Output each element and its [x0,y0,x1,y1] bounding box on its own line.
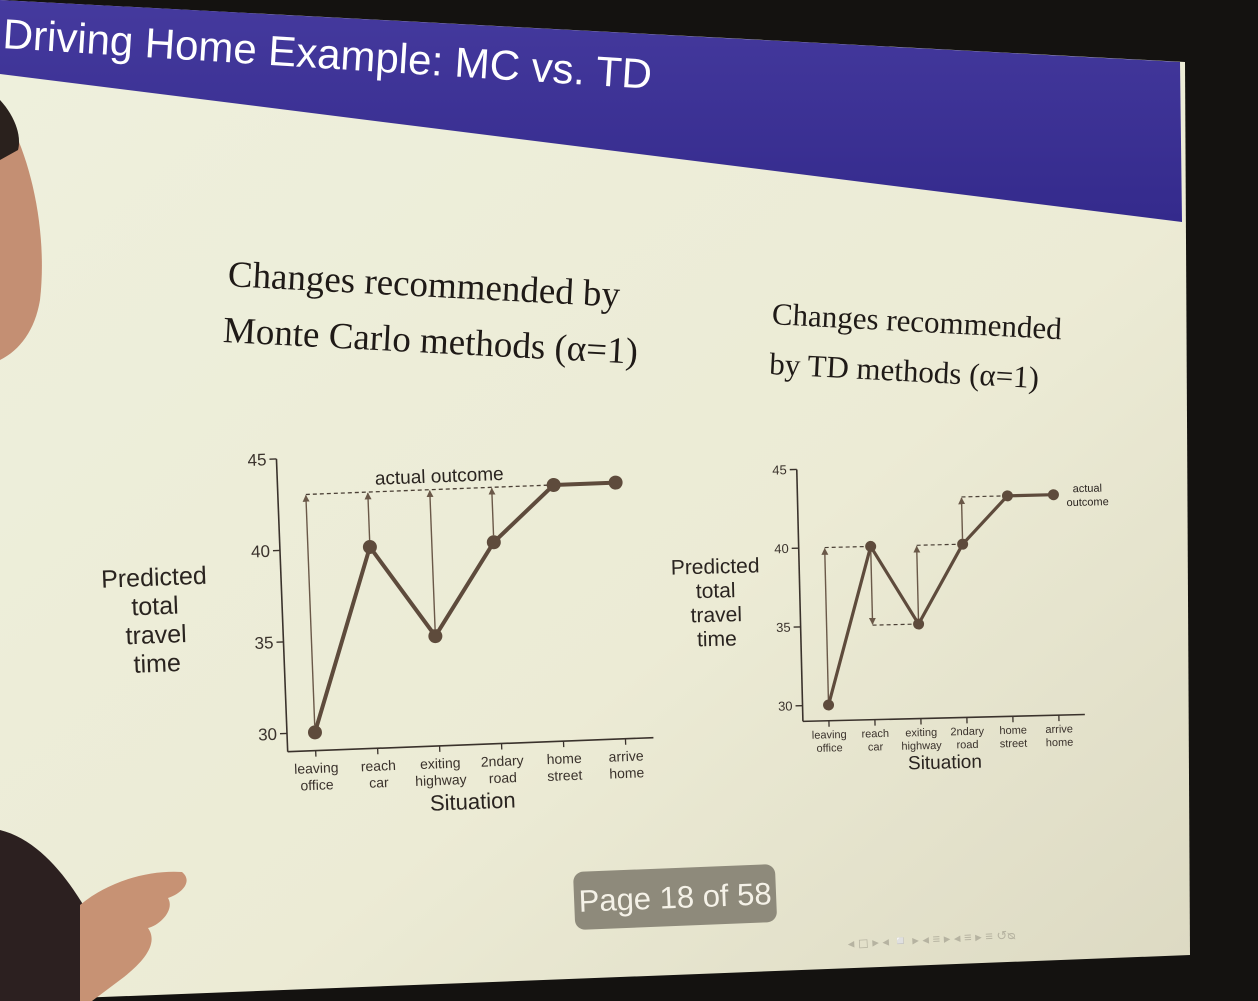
td-target-line [872,623,919,626]
update-arrow [302,494,316,726]
data-point [428,629,443,644]
y-axis-label: Predicted [101,562,208,594]
y-tick-label: 35 [254,633,274,653]
data-point [913,618,925,630]
y-tick-label: 30 [778,698,793,713]
update-arrow [868,551,876,625]
y-axis-label: time [697,627,737,651]
x-tick-label: arrive [608,747,644,764]
x-tick-label: reach [861,728,889,741]
update-arrow [426,490,436,630]
y-tick-label: 45 [247,450,267,470]
actual-outcome-line [305,484,554,496]
x-tick-label: 2ndary [950,726,984,739]
presenter-hand [80,871,187,1001]
x-tick-label: leaving [294,759,339,777]
update-arrow [913,545,921,619]
presenter-hair [0,100,20,160]
data-point [362,539,377,554]
y-tick-label: 45 [772,462,787,477]
presenter-head [0,105,42,360]
x-tick-label: home [999,725,1027,738]
title-bar [0,0,1182,222]
x-tick-label: exiting [905,727,937,740]
y-tick-label: 35 [776,620,791,635]
y-axis [795,469,804,722]
x-tick-label: road [489,769,518,786]
x-tick-label: highway [415,771,467,789]
page-indicator[interactable]: Page 18 of 58 [573,864,777,930]
x-tick-label: office [816,742,842,755]
y-tick-label: 40 [251,542,271,562]
x-tick-label: highway [901,740,942,753]
td-target-line [824,545,871,549]
data-point [546,477,561,492]
y-tick-label: 30 [258,725,278,745]
y-tick-label: 40 [774,541,789,556]
update-arrow [958,497,966,539]
presenter-body [0,830,92,1001]
page-indicator-text: Page 18 of 58 [578,876,772,919]
x-axis-label: Situation [908,752,982,775]
x-tick-label: street [547,767,583,784]
page-indicator-bg [573,864,777,930]
data-point [1001,490,1013,502]
y-axis-label: travel [125,620,187,650]
data-point [486,535,501,550]
x-tick-label: office [300,776,334,793]
x-axis-label: Situation [429,787,516,815]
prediction-series-line [313,480,616,733]
annotation-label: actual outcome [374,464,504,490]
update-arrow [821,547,830,700]
x-tick-label: 2ndary [481,752,524,770]
x-tick-label: road [956,739,978,752]
x-tick-label: arrive [1045,723,1073,736]
data-point [307,725,322,740]
x-tick-label: reach [360,757,396,774]
data-point [865,540,877,552]
x-tick-label: car [369,774,389,791]
y-axis [275,458,289,752]
data-point [1047,489,1059,501]
y-axis-label: travel [690,603,742,627]
x-tick-label: home [546,750,582,767]
x-tick-label: exiting [420,755,461,773]
td-target-line [916,543,963,546]
y-axis-label: total [131,592,179,622]
update-arrow [364,492,372,541]
x-axis [802,713,1085,723]
y-axis-label: total [696,579,736,603]
x-tick-label: home [1046,737,1074,750]
x-tick-label: street [1000,738,1028,751]
x-tick-label: home [609,764,645,781]
x-tick-label: car [868,741,884,753]
td-target-line [961,495,1008,498]
data-point [957,538,969,550]
data-point [608,475,623,490]
annotation-label: outcome [1066,496,1108,509]
update-arrow [488,487,496,536]
y-axis-label: time [133,649,181,679]
annotation-label: actual [1073,483,1103,496]
data-point [823,699,835,711]
x-tick-label: leaving [812,729,847,742]
y-axis-label: Predicted [670,554,759,579]
prediction-series-line [826,493,1054,706]
x-axis [287,736,654,753]
